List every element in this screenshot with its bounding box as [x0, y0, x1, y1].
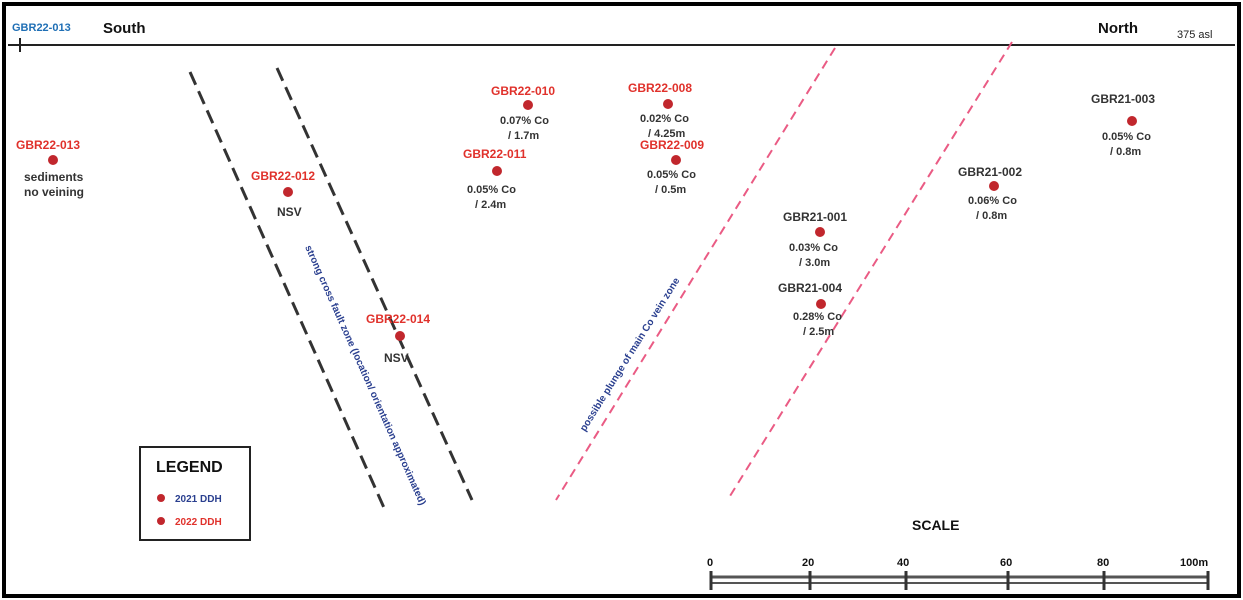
hole-dot: [989, 181, 999, 191]
fault-line-east: [275, 67, 474, 501]
scale-ticks: 0 20 40 60 80 100m: [707, 557, 1210, 590]
legend-dot-2022: [157, 517, 165, 525]
legend-label-2022: 2022 DDH: [175, 517, 222, 528]
hole-dot: [815, 227, 825, 237]
fault-line-west: [188, 71, 387, 511]
vein-line-west: [555, 47, 836, 501]
elevation-label: 375 asl: [1177, 29, 1212, 41]
hole-id: GBR22-008: [628, 81, 692, 95]
south-label: South: [103, 20, 146, 37]
hole-gbr22-012: GBR22-012 NSV: [251, 169, 315, 219]
hole-gbr21-003: GBR21-003 0.05% Co / 0.8m: [1091, 92, 1155, 158]
scale-tick-label: 80: [1097, 557, 1109, 569]
hole-note: 0.28% Co: [793, 311, 842, 323]
hole-note: 0.02% Co: [640, 113, 689, 125]
vein-zone-note: possible plunge of main Co vein zone: [578, 276, 682, 434]
hole-id: GBR22-014: [366, 312, 430, 326]
hole-dot: [492, 166, 502, 176]
hole-id: GBR21-003: [1091, 92, 1155, 106]
vein-line-east: [729, 41, 1013, 497]
hole-note: / 0.5m: [655, 184, 686, 196]
hole-note: / 3.0m: [799, 257, 830, 269]
hole-id: GBR21-002: [958, 165, 1022, 179]
hole-dot: [1127, 116, 1137, 126]
hole-gbr22-014: GBR22-014 NSV: [366, 312, 430, 365]
scale-tick-label: 60: [1000, 557, 1012, 569]
hole-note: no veining: [24, 185, 84, 199]
hole-id: GBR21-004: [778, 281, 842, 295]
hole-note: 0.03% Co: [789, 242, 838, 254]
hole-note: / 2.4m: [475, 199, 506, 211]
hole-gbr22-008: GBR22-008 0.02% Co / 4.25m: [628, 81, 692, 140]
hole-id: GBR22-013: [16, 138, 80, 152]
hole-dot: [663, 99, 673, 109]
legend-label-2021: 2021 DDH: [175, 494, 222, 505]
hole-id: GBR22-009: [640, 138, 704, 152]
scale-tick-label: 40: [897, 557, 909, 569]
hole-gbr22-009: GBR22-009 0.05% Co / 0.5m: [640, 138, 704, 196]
hole-gbr21-002: GBR21-002 0.06% Co / 0.8m: [958, 165, 1022, 222]
hole-gbr22-010: GBR22-010 0.07% Co / 1.7m: [491, 84, 555, 142]
legend: LEGEND 2021 DDH 2022 DDH: [139, 446, 251, 541]
hole-dot: [48, 155, 58, 165]
legend-box: [139, 446, 251, 541]
hole-id: GBR22-010: [491, 84, 555, 98]
hole-note: / 0.8m: [1110, 146, 1141, 158]
hole-note: 0.07% Co: [500, 115, 549, 127]
hole-gbr22-013: GBR22-013 sediments no veining: [16, 138, 84, 199]
hole-note: NSV: [384, 351, 409, 365]
hole-note: NSV: [277, 205, 302, 219]
hole-note: 0.06% Co: [968, 195, 1017, 207]
hole-dot: [523, 100, 533, 110]
hole-note: / 1.7m: [508, 130, 539, 142]
hole-note: / 4.25m: [648, 128, 686, 140]
hole-dot: [395, 331, 405, 341]
hole-id: GBR21-001: [783, 210, 847, 224]
hole-dot: [671, 155, 681, 165]
collar-hole-label: GBR22-013: [12, 22, 71, 34]
hole-note: / 2.5m: [803, 326, 834, 338]
hole-gbr21-004: GBR21-004 0.28% Co / 2.5m: [778, 281, 842, 338]
legend-dot-2021: [157, 494, 165, 502]
scale-tick-label: 100m: [1180, 557, 1208, 569]
legend-title: LEGEND: [156, 459, 223, 476]
hole-dot: [283, 187, 293, 197]
hole-gbr21-001: GBR21-001 0.03% Co / 3.0m: [783, 210, 847, 269]
hole-note: 0.05% Co: [647, 169, 696, 181]
scale-bar: SCALE 0 20 40 60 80 100m: [707, 517, 1210, 590]
hole-gbr22-011: GBR22-011 0.05% Co / 2.4m: [463, 147, 527, 211]
hole-id: GBR22-011: [463, 147, 527, 161]
scale-tick-label: 0: [707, 557, 713, 569]
hole-note: sediments: [24, 170, 84, 184]
north-label: North: [1098, 20, 1138, 37]
hole-dot: [816, 299, 826, 309]
hole-note: / 0.8m: [976, 210, 1007, 222]
hole-note: 0.05% Co: [1102, 131, 1151, 143]
hole-note: 0.05% Co: [467, 184, 516, 196]
scale-title: SCALE: [912, 517, 959, 533]
hole-id: GBR22-012: [251, 169, 315, 183]
scale-tick-label: 20: [802, 557, 814, 569]
